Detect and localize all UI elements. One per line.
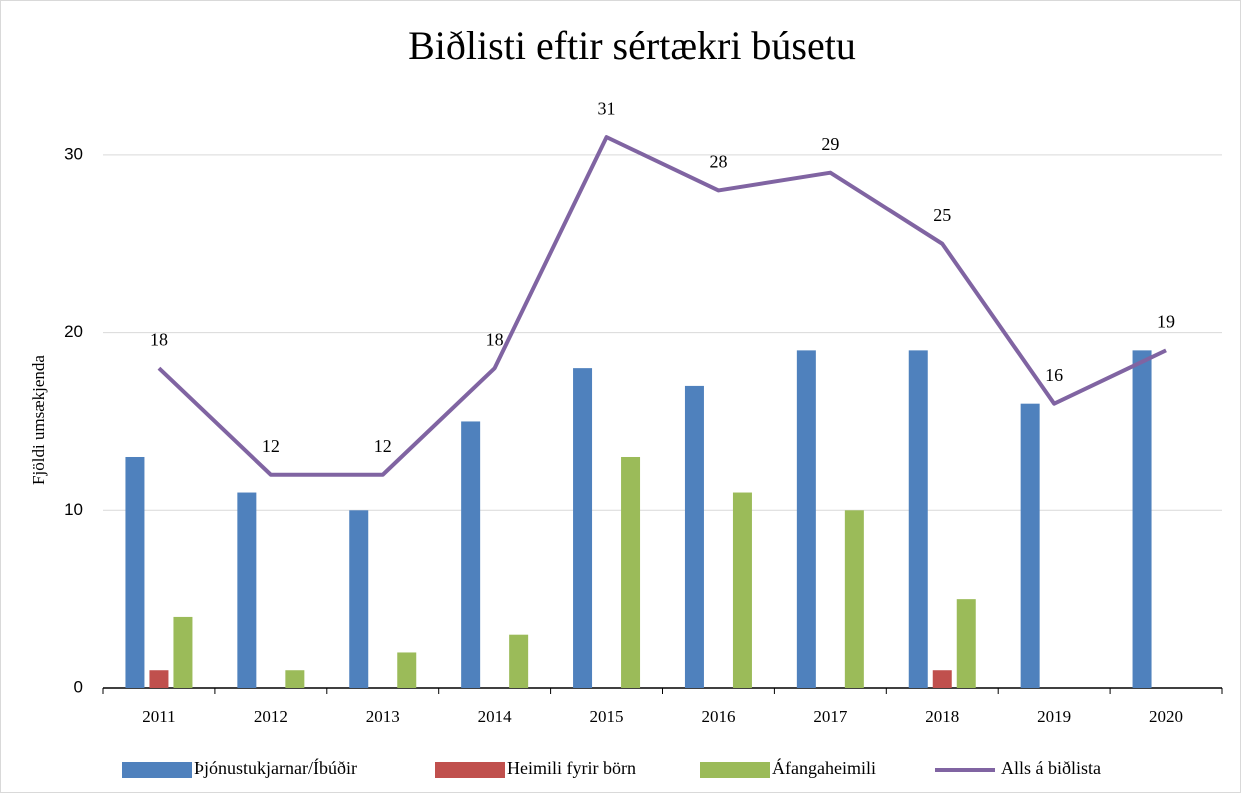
bar — [908, 350, 928, 688]
bar — [349, 510, 369, 688]
y-tick-label: 20 — [64, 322, 83, 341]
data-label: 19 — [1157, 311, 1175, 331]
x-tick-label: 2014 — [478, 707, 513, 726]
data-label: 25 — [933, 205, 951, 225]
bar — [1020, 403, 1040, 688]
x-tick-label: 2020 — [1149, 707, 1183, 726]
data-label: 16 — [1045, 365, 1063, 385]
x-tick-label: 2013 — [366, 707, 400, 726]
bar — [684, 385, 704, 688]
x-tick-label: 2018 — [925, 707, 959, 726]
x-tick-label: 2015 — [590, 707, 624, 726]
y-tick-label: 30 — [64, 144, 83, 163]
bar — [732, 492, 752, 688]
y-tick-label: 10 — [64, 500, 83, 519]
bar — [237, 492, 257, 688]
bar — [173, 616, 193, 688]
y-tick-label: 0 — [74, 677, 83, 696]
legend-label: Heimili fyrir börn — [507, 758, 636, 778]
bar — [149, 670, 169, 688]
line — [157, 135, 1167, 477]
bar — [509, 634, 529, 688]
data-label: 28 — [709, 152, 727, 172]
legend-swatch — [700, 762, 770, 778]
data-label: 18 — [486, 329, 504, 349]
bar — [573, 368, 593, 688]
bar — [844, 510, 864, 688]
bar — [125, 456, 145, 688]
bar — [956, 599, 976, 688]
data-label: 12 — [374, 436, 392, 456]
x-tick-label: 2012 — [254, 707, 288, 726]
bar — [1132, 350, 1152, 688]
y-axis-label: Fjöldi umsækjenda — [29, 355, 48, 485]
x-tick-label: 2019 — [1037, 707, 1071, 726]
bar — [796, 350, 816, 688]
data-label: 29 — [821, 134, 839, 154]
legend-label: Alls á biðlista — [1001, 758, 1101, 778]
data-label: 12 — [262, 436, 280, 456]
bar — [461, 421, 481, 688]
legend-label: Áfangaheimili — [772, 757, 876, 778]
data-label: 18 — [150, 329, 168, 349]
bar — [932, 670, 952, 688]
bar — [397, 652, 417, 688]
chart-title: Biðlisti eftir sértækri búsetu — [408, 23, 856, 68]
bar — [621, 456, 641, 688]
bar — [285, 670, 305, 688]
x-tick-label: 2011 — [142, 707, 175, 726]
legend-swatch — [435, 762, 505, 778]
data-label: 31 — [598, 98, 616, 118]
x-tick-label: 2017 — [813, 707, 848, 726]
x-tick-label: 2016 — [701, 707, 735, 726]
legend-swatch — [122, 762, 192, 778]
legend-label: Þjónustukjarnar/Íbúðir — [194, 757, 357, 778]
